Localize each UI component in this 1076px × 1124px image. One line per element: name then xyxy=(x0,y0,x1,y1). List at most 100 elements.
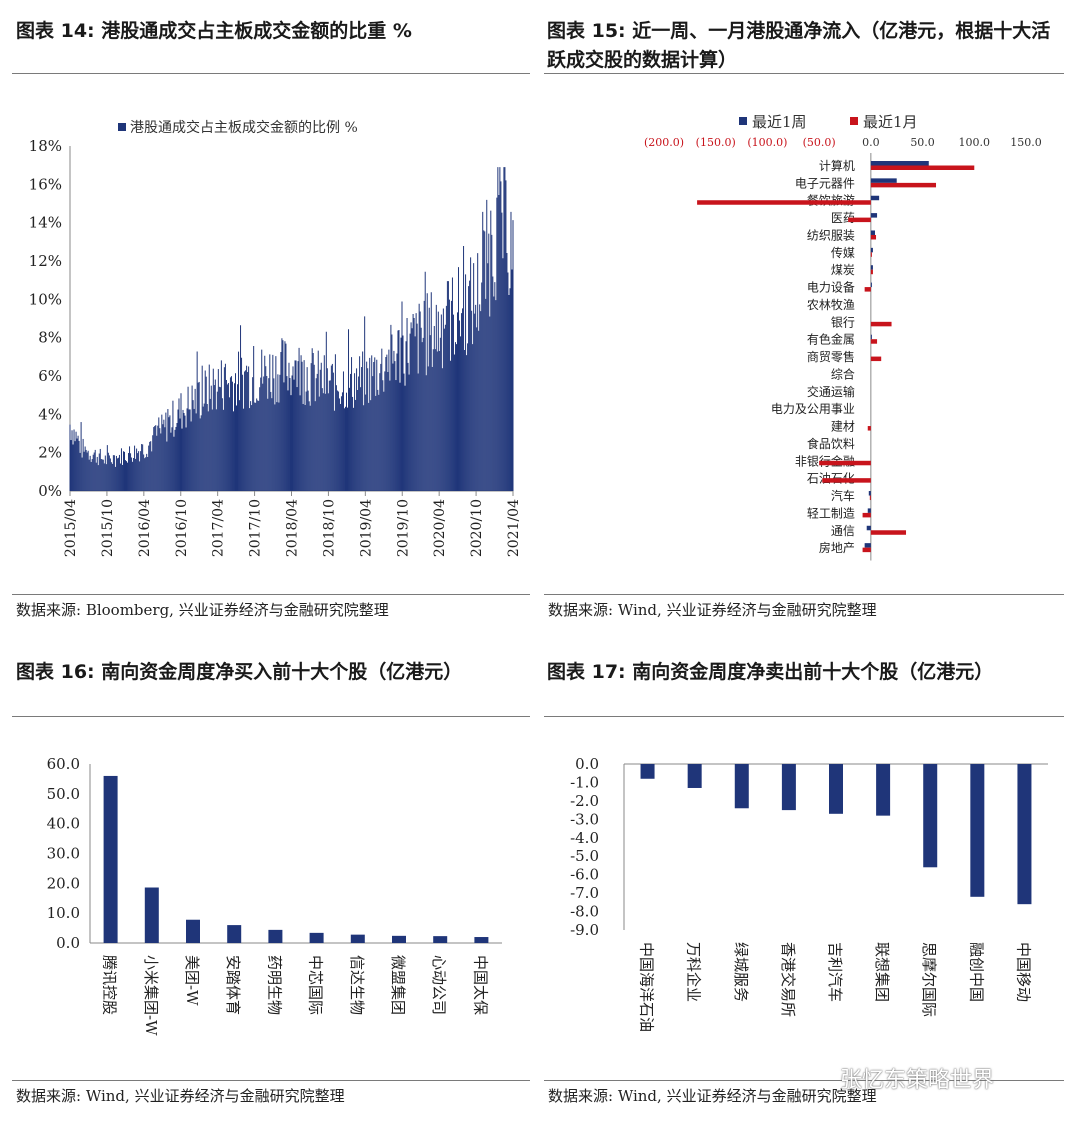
chart17-source-rule xyxy=(544,1080,1064,1081)
y-tick-label: 4% xyxy=(38,405,62,423)
y-tick-label: 20.0 xyxy=(47,874,80,892)
bar xyxy=(186,919,200,943)
bar-week xyxy=(870,178,897,183)
y-tick-label: 30.0 xyxy=(47,845,80,863)
bar xyxy=(433,936,448,943)
x-category-label: 联想集团 xyxy=(873,942,891,1002)
y-tick-label: -4.0 xyxy=(570,829,599,847)
bar-week xyxy=(870,161,929,166)
category-label: 商贸零售 xyxy=(807,349,855,364)
bar xyxy=(1017,764,1032,905)
legend-label-week: 最近1周 xyxy=(752,113,807,131)
bar-month xyxy=(697,200,871,205)
chart14-title: 图表 14: 港股通成交占主板成交金额的比重 % xyxy=(16,20,412,42)
x-category-label: 思摩尔国际 xyxy=(920,942,938,1017)
x-tick-label: (100.0) xyxy=(747,136,787,149)
x-tick-label: 2016/04 xyxy=(137,499,153,557)
y-tick-label: 0% xyxy=(38,482,62,500)
bar xyxy=(309,932,324,943)
x-tick-label: 2015/10 xyxy=(100,499,116,557)
bar-month xyxy=(822,478,871,483)
y-tick-label: -6.0 xyxy=(570,866,599,884)
y-tick-label: 6% xyxy=(38,367,62,385)
y-tick-label: 2% xyxy=(38,444,62,462)
x-tick-label: 2018/10 xyxy=(321,499,337,557)
x-category-label: 融创中国 xyxy=(967,942,985,1002)
y-tick-label: -3.0 xyxy=(570,810,599,828)
x-category-label: 香港交易所 xyxy=(779,942,797,1017)
chart15-svg: 最近1周 最近1月 (200.0) (150.0) (100.0) (50.0) 0.0 50… xyxy=(644,113,1042,561)
chart17-source: 数据来源: Wind, 兴业证券经济与金融研究院整理 xyxy=(548,1087,877,1105)
x-category-label: 心动公司 xyxy=(430,955,448,1015)
bar xyxy=(923,764,938,868)
bar-month xyxy=(870,165,975,170)
bar xyxy=(103,775,118,943)
chart14-title-rule xyxy=(12,73,530,74)
x-category-label: 腾讯控股 xyxy=(101,955,119,1015)
chart17-title-rule xyxy=(544,716,1064,717)
bar xyxy=(687,764,702,788)
x-tick-label: 50.0 xyxy=(910,136,935,149)
bar-week xyxy=(870,334,872,340)
y-tick-label: 60.0 xyxy=(47,755,80,773)
x-tick-label: 2020/04 xyxy=(432,499,448,557)
bar-week xyxy=(864,543,871,548)
legend-swatch xyxy=(118,123,126,131)
y-tick-label: 0.0 xyxy=(56,934,80,952)
legend-swatch-month xyxy=(850,117,858,125)
category-label: 农林牧渔 xyxy=(807,298,855,312)
y-tick-label: 16% xyxy=(29,175,62,193)
bar-month xyxy=(870,269,873,275)
x-category-label: 吉利汽车 xyxy=(826,942,844,1002)
y-tick-label: 8% xyxy=(38,329,62,347)
x-category-label: 中国移动 xyxy=(1014,942,1032,1002)
category-label: 纺织服装 xyxy=(807,228,855,242)
category-label: 有色金属 xyxy=(807,332,855,347)
category-label: 餐饮旅游 xyxy=(807,193,855,208)
x-category-label: 中国太保 xyxy=(471,955,489,1015)
x-category-label: 微盟集团 xyxy=(389,955,407,1015)
y-tick-label: -5.0 xyxy=(570,847,599,865)
category-label: 银行 xyxy=(831,315,855,329)
y-tick-label: 14% xyxy=(29,214,62,232)
chart16-source: 数据来源: Wind, 兴业证券经济与金融研究院整理 xyxy=(16,1087,345,1105)
category-label: 计算机 xyxy=(819,158,855,173)
x-tick-label: 0.0 xyxy=(862,136,880,149)
chart15-source-rule xyxy=(544,594,1064,595)
bar xyxy=(734,764,749,809)
x-category-label: 小米集团-W xyxy=(142,955,160,1036)
bar xyxy=(970,764,985,897)
y-tick-label: 40.0 xyxy=(47,815,80,833)
chart16-title: 图表 16: 南向资金周度净买入前十大个股（亿港元） xyxy=(16,661,463,683)
watermark: 张忆东策略世界 xyxy=(840,1068,995,1093)
bar-month xyxy=(819,460,871,466)
chart14-svg: 港股通成交占主板成交金额的比例 % 0% 2% 4% 6% 8% 10% 12% 14% 16% 1… xyxy=(29,119,522,557)
y-tick-label: -2.0 xyxy=(570,792,599,810)
category-label: 电子元器件 xyxy=(795,176,855,190)
category-label: 通信 xyxy=(831,524,855,538)
x-category-label: 万科企业 xyxy=(685,942,703,1002)
category-label: 轻工制造 xyxy=(807,506,855,520)
bar-week xyxy=(870,265,873,270)
y-tick-label: 10.0 xyxy=(47,904,80,922)
x-tick-label: 2021/04 xyxy=(506,499,522,557)
bar-month xyxy=(864,287,871,292)
x-tick-label: (200.0) xyxy=(644,136,684,149)
category-label: 综合 xyxy=(831,366,855,381)
x-category-label: 中芯国际 xyxy=(307,955,325,1015)
chart16-source-rule xyxy=(12,1080,530,1081)
chart14-source-rule xyxy=(12,594,530,595)
legend-swatch-week xyxy=(739,117,747,125)
y-tick-label: -8.0 xyxy=(570,903,599,921)
chart16-svg: 0.0 10.0 20.0 30.0 40.0 50.0 60.0 腾讯控股 小米集团-W 美团-… xyxy=(47,755,502,1036)
bar-week xyxy=(870,213,878,218)
y-tick-label: -9.0 xyxy=(570,921,599,939)
y-tick-label: -1.0 xyxy=(570,773,599,791)
y-tick-label: 10% xyxy=(29,290,62,308)
x-tick-label: (150.0) xyxy=(696,136,736,149)
category-label: 食品饮料 xyxy=(807,436,855,451)
y-tick-label: 12% xyxy=(29,252,62,270)
x-category-label: 中国海洋石油 xyxy=(638,942,656,1032)
bar-month xyxy=(862,547,871,553)
x-category-label: 信达生物 xyxy=(348,955,366,1015)
